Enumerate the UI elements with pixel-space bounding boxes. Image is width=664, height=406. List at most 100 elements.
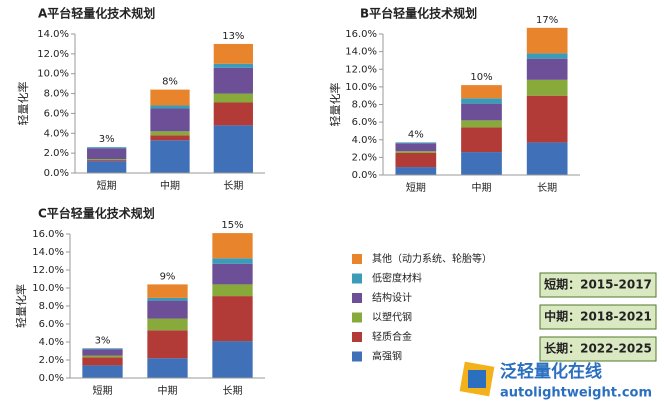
period-box bbox=[539, 336, 657, 362]
total-label: 17% bbox=[536, 15, 558, 26]
bar-segment bbox=[87, 160, 127, 162]
bar-segment bbox=[82, 357, 123, 366]
bar-segment bbox=[395, 142, 437, 144]
legend-swatch bbox=[352, 254, 362, 264]
legend-swatch bbox=[352, 273, 362, 284]
legend-label: 高强钢 bbox=[372, 350, 402, 363]
bar-segment bbox=[526, 95, 568, 143]
y-tick-label: 0.0% bbox=[39, 373, 64, 384]
bar-segment bbox=[147, 300, 188, 319]
bar-segment bbox=[150, 135, 190, 141]
logo-name: 泛轻量化在线 bbox=[500, 361, 602, 382]
chart-title: B平台轻量化技术规划 bbox=[360, 6, 477, 21]
legend-swatch bbox=[352, 351, 362, 362]
period-label: 短期：2015-2017 bbox=[544, 277, 652, 292]
bar-segment bbox=[212, 284, 253, 297]
y-tick-label: 10.0% bbox=[37, 69, 69, 80]
y-tick-label: 4.0% bbox=[44, 128, 69, 139]
y-tick-label: 6.0% bbox=[44, 108, 69, 119]
legend-label: 轻质合金 bbox=[372, 330, 412, 343]
bar-segment bbox=[147, 330, 188, 359]
y-tick-label: 6.0% bbox=[39, 319, 64, 330]
bar-segment bbox=[213, 102, 253, 126]
bar-segment bbox=[150, 131, 190, 136]
x-tick-label: 长期 bbox=[223, 385, 243, 397]
y-tick-label: 8.0% bbox=[39, 301, 64, 312]
y-tick-label: 10.0% bbox=[32, 283, 64, 294]
bar-segment bbox=[82, 365, 123, 378]
bar-segment bbox=[461, 152, 502, 175]
bar-segment bbox=[87, 147, 127, 149]
y-tick-label: 12.0% bbox=[345, 64, 377, 75]
total-label: 13% bbox=[222, 31, 244, 42]
bar-segment bbox=[461, 103, 502, 121]
logo-icon bbox=[468, 370, 486, 388]
y-tick-label: 8.0% bbox=[352, 100, 377, 111]
bar-segment bbox=[147, 284, 188, 298]
bar-segment bbox=[395, 143, 437, 152]
total-label: 4% bbox=[408, 129, 424, 140]
x-tick-label: 中期 bbox=[160, 179, 180, 192]
y-tick-label: 8.0% bbox=[44, 89, 69, 100]
y-axis-label: 轻量化率 bbox=[16, 82, 30, 126]
total-label: 10% bbox=[470, 72, 492, 83]
y-tick-label: 6.0% bbox=[352, 117, 377, 128]
bar-segment bbox=[526, 142, 568, 175]
x-tick-label: 长期 bbox=[223, 180, 243, 192]
bar-segment bbox=[87, 148, 127, 160]
legend-label: 低密度材料 bbox=[372, 272, 422, 285]
bar-segment bbox=[87, 161, 127, 173]
y-tick-label: 10.0% bbox=[345, 82, 377, 93]
x-tick-label: 长期 bbox=[537, 182, 557, 194]
total-label: 3% bbox=[99, 134, 115, 145]
bar-segment bbox=[150, 89, 190, 106]
bar-segment bbox=[212, 258, 253, 264]
legend-label: 以塑代钢 bbox=[372, 311, 412, 324]
bar-segment bbox=[212, 233, 253, 259]
legend-swatch bbox=[352, 332, 362, 342]
bar-segment bbox=[395, 151, 437, 153]
legend-label: 其他（动力系统、轮胎等） bbox=[372, 252, 492, 265]
total-label: 15% bbox=[221, 220, 243, 231]
y-tick-label: 14.0% bbox=[37, 29, 69, 40]
y-tick-label: 2.0% bbox=[39, 355, 64, 366]
y-axis-label: 轻量化率 bbox=[14, 284, 28, 328]
bar-segment bbox=[150, 105, 190, 109]
bar-segment bbox=[213, 67, 253, 94]
bar-segment bbox=[213, 63, 253, 68]
period-label: 长期：2022-2025 bbox=[544, 341, 652, 356]
x-tick-label: 中期 bbox=[472, 181, 492, 194]
bar-segment bbox=[82, 355, 123, 358]
bar-segment bbox=[395, 152, 437, 168]
period-label: 中期：2018-2021 bbox=[544, 309, 652, 324]
total-label: 3% bbox=[95, 335, 111, 346]
bar-segment bbox=[82, 349, 123, 356]
period-box bbox=[539, 272, 657, 298]
y-tick-label: 12.0% bbox=[32, 265, 64, 276]
bar-segment bbox=[212, 296, 253, 342]
y-tick-label: 12.0% bbox=[37, 49, 69, 60]
bar-segment bbox=[213, 125, 253, 173]
bar-segment bbox=[395, 167, 437, 175]
bar-segment bbox=[526, 79, 568, 96]
bar-segment bbox=[82, 348, 123, 350]
bar-segment bbox=[150, 140, 190, 173]
y-tick-label: 2.0% bbox=[352, 152, 377, 163]
bar-segment bbox=[147, 318, 188, 331]
bar-segment bbox=[213, 43, 253, 64]
chart-title: A平台轻量化技术规划 bbox=[38, 6, 155, 21]
y-tick-label: 0.0% bbox=[352, 170, 377, 181]
y-tick-label: 4.0% bbox=[39, 337, 64, 348]
y-tick-label: 14.0% bbox=[32, 247, 64, 258]
bar-segment bbox=[147, 358, 188, 378]
period-box bbox=[539, 304, 657, 330]
total-label: 8% bbox=[162, 77, 178, 88]
bar-segment bbox=[212, 263, 253, 285]
x-tick-label: 短期 bbox=[406, 181, 426, 194]
y-tick-label: 2.0% bbox=[44, 148, 69, 159]
bar-segment bbox=[461, 127, 502, 153]
x-tick-label: 短期 bbox=[93, 384, 113, 397]
x-tick-label: 中期 bbox=[158, 384, 178, 397]
bar-segment bbox=[461, 85, 502, 99]
bar-segment bbox=[212, 341, 253, 378]
